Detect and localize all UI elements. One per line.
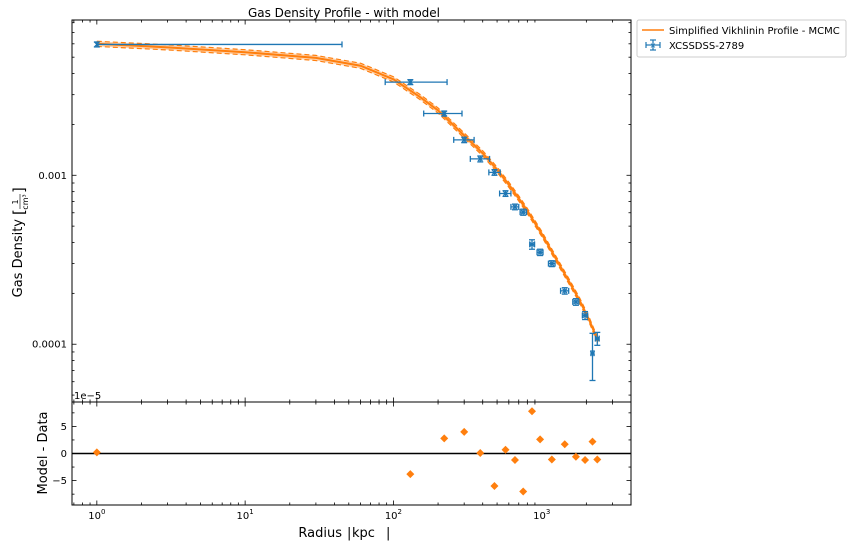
residual-point [460,427,469,436]
x-axis-label-text: Radius [298,526,342,541]
main-y-axis-label: Gas Density [ 1 cm³ ] [10,187,30,297]
main-plot-frame [71,19,632,403]
x-tick-label: 103 [533,508,550,522]
residual-panel: 5 0 −5 100 101 102 103 Model - Data Radius | k… [36,401,632,541]
y-axis-label-text: Gas Density [11,219,26,298]
svg-text:×: × [650,41,657,50]
data-point [547,260,556,268]
model-band-lower [96,45,599,345]
x-axis-label-bar-right: | [386,526,390,541]
residual-point [490,482,499,491]
residual-point [406,470,415,479]
data-point [572,298,580,306]
model-line-group [96,42,600,342]
residual-point [588,437,597,446]
offset-label: 1e−5 [74,391,101,402]
y-tick-label: 0.0001 [32,340,67,351]
data-point [488,168,501,176]
data-point [559,287,570,295]
legend-box [636,19,847,58]
residual-y-tick-label: 5 [61,422,67,433]
legend: Simplified Vikhlinin Profile - MCMC × XC… [636,19,847,58]
y-axis-label-frac-num: 1 [11,199,20,204]
x-tick-label: 101 [237,508,254,522]
residual-y-tick-label: 0 [61,449,67,460]
model-line [96,42,600,342]
x-tick-label: 100 [88,508,105,522]
x-axis-label-unit: kpc [352,526,375,541]
y-axis-label-bracket-left: [ [10,209,28,215]
model-band [96,40,599,345]
residual-point [571,452,580,461]
data-point [384,79,448,86]
residual-point [440,434,449,443]
model-band-upper [96,40,599,340]
data-point [581,310,589,321]
residual-point [547,455,556,464]
data-point [529,239,536,250]
residual-point [528,407,537,416]
model-band-fill [96,41,599,344]
y-tick-label: 0.001 [38,171,67,182]
data-point [469,155,491,163]
data-point [589,332,596,382]
residual-point [593,455,602,464]
main-panel: Gas Density Profile - with model 0.00010… [10,6,632,403]
residual-point [92,448,101,457]
residual-point [581,456,590,465]
x-tick-label: 102 [385,508,402,522]
x-axis-label: Radius | kpc | [298,526,390,541]
data-point [510,203,520,211]
x-axis-label-bar-left: | [347,526,351,541]
chart-title: Gas Density Profile - with model [248,6,440,20]
data-point [594,331,601,346]
residual-point [560,440,569,449]
residual-y-tick-label: −5 [52,476,67,487]
y-axis-label-bracket-right: ] [10,187,28,193]
data-point [453,136,475,144]
residual-points [92,407,602,496]
data-points [93,41,601,382]
residual-y-axis-label: Model - Data [36,411,51,494]
residual-point [476,448,485,457]
residual-ticks: 5 0 −5 100 101 102 103 [52,402,632,522]
main-ticks: 0.0001 0.001 [32,20,632,402]
data-point [423,110,463,117]
data-point [536,248,544,257]
data-point [498,190,512,198]
data-point [93,41,343,48]
legend-data-label: XCSSDSS-2789 [669,41,744,52]
legend-data-swatch: × [645,39,661,51]
residual-point [519,487,528,496]
residual-point [536,435,545,444]
data-point [519,208,528,216]
y-axis-label-frac-den: cm³ [21,194,30,209]
residual-point [501,445,510,454]
residual-point [510,456,519,465]
legend-model-label: Simplified Vikhlinin Profile - MCMC [669,26,840,37]
